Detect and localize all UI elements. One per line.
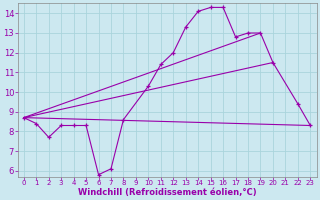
- X-axis label: Windchill (Refroidissement éolien,°C): Windchill (Refroidissement éolien,°C): [78, 188, 256, 197]
